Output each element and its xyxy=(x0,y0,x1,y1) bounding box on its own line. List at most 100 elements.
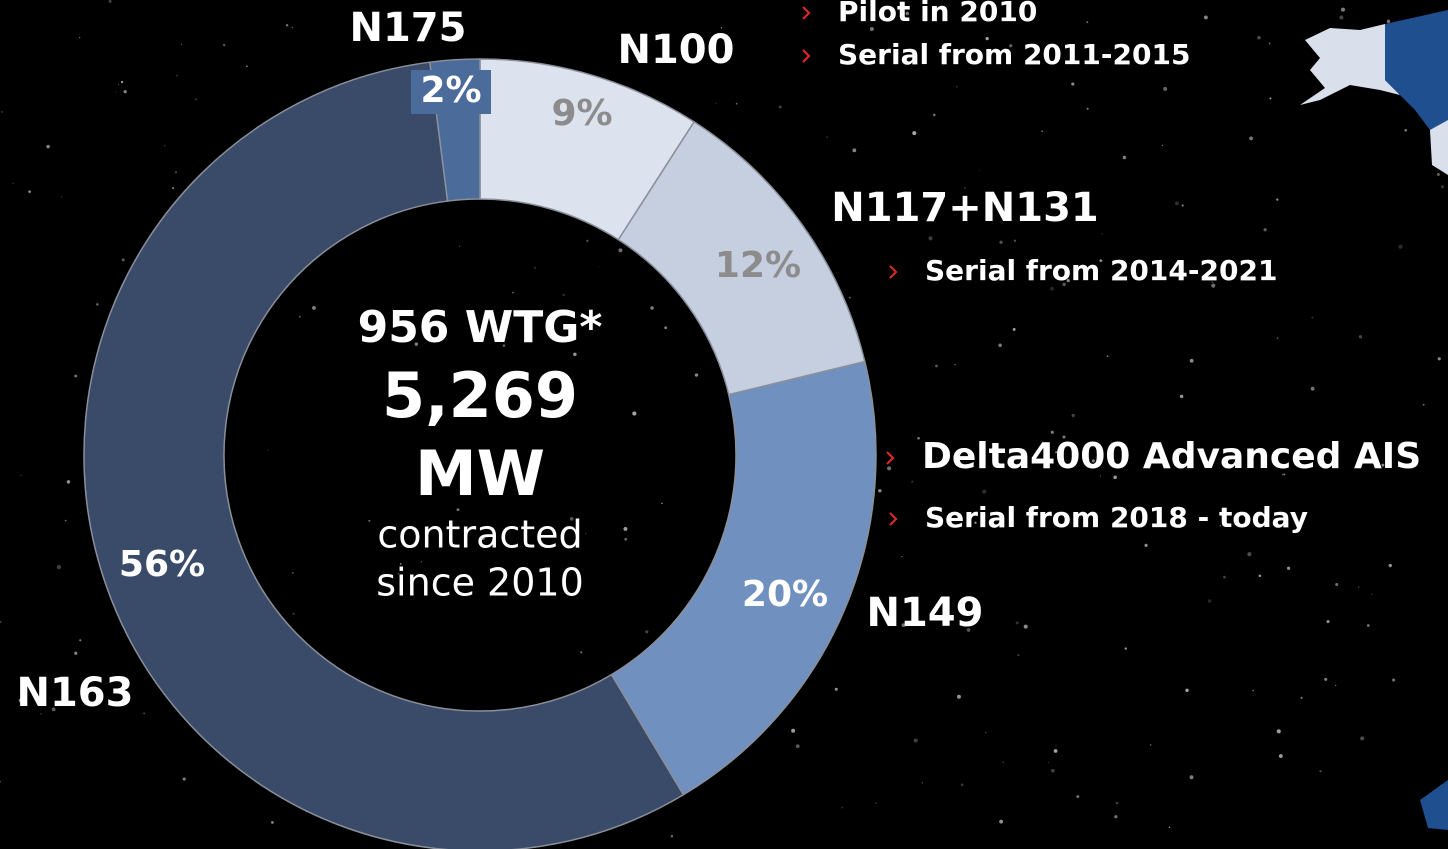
data-label: 9% xyxy=(551,93,612,134)
star xyxy=(456,508,460,512)
star xyxy=(194,98,198,101)
star xyxy=(1071,413,1075,418)
star xyxy=(534,266,537,269)
star xyxy=(245,65,248,68)
star xyxy=(458,245,461,247)
star xyxy=(66,480,71,484)
star xyxy=(580,651,583,654)
star xyxy=(562,293,565,297)
star xyxy=(1404,128,1408,132)
star xyxy=(966,628,971,632)
star xyxy=(957,694,961,699)
star xyxy=(715,102,717,105)
star xyxy=(632,411,637,416)
star xyxy=(913,738,918,743)
star xyxy=(720,27,723,29)
annotation: Pilot in 2010 xyxy=(838,0,1037,28)
star xyxy=(397,572,400,575)
star xyxy=(1340,7,1346,12)
star xyxy=(878,489,882,493)
star xyxy=(954,363,956,365)
annotation: Serial from 2018 - today xyxy=(925,501,1308,534)
star xyxy=(108,0,112,3)
star xyxy=(1017,654,1020,657)
star xyxy=(1144,543,1148,547)
star xyxy=(143,712,146,715)
star xyxy=(887,466,892,471)
star xyxy=(1388,563,1392,568)
star xyxy=(96,303,99,306)
star xyxy=(928,236,933,241)
map-alaska xyxy=(1300,24,1400,105)
star xyxy=(1334,684,1337,687)
star xyxy=(64,519,67,522)
star xyxy=(573,352,577,357)
star xyxy=(1009,44,1013,48)
star xyxy=(911,480,914,483)
star xyxy=(999,240,1003,244)
star xyxy=(414,342,419,346)
star xyxy=(852,148,857,153)
donut-segment xyxy=(83,61,685,849)
star xyxy=(1002,761,1005,764)
star xyxy=(1055,744,1057,746)
star xyxy=(1283,473,1286,476)
star xyxy=(960,783,964,787)
category-label: N100 xyxy=(618,27,735,73)
star xyxy=(664,326,668,330)
star xyxy=(1381,463,1385,467)
star xyxy=(40,713,42,715)
star xyxy=(1091,459,1095,463)
star xyxy=(502,344,506,347)
star xyxy=(12,182,14,184)
category-label: N117+N131 xyxy=(831,185,1098,231)
star xyxy=(0,620,2,623)
bullet-chevron xyxy=(889,512,898,526)
star xyxy=(1326,619,1330,624)
label-background xyxy=(411,70,491,114)
star xyxy=(1041,130,1043,132)
star xyxy=(1051,768,1055,773)
star xyxy=(848,296,851,299)
star xyxy=(982,489,987,494)
center-text: since 2010 xyxy=(376,561,584,605)
star xyxy=(480,536,485,541)
star xyxy=(598,266,600,268)
star xyxy=(1179,394,1184,399)
star xyxy=(1249,136,1253,141)
bullet-chevron xyxy=(802,6,811,20)
star xyxy=(1436,172,1440,176)
star xyxy=(312,306,316,310)
star xyxy=(1062,435,1066,439)
star xyxy=(694,373,699,377)
star xyxy=(1023,624,1028,629)
star xyxy=(1053,749,1058,753)
data-label: 2% xyxy=(420,70,481,111)
star xyxy=(875,802,877,804)
bullet-chevron xyxy=(802,49,811,63)
star xyxy=(1398,244,1403,249)
star xyxy=(1071,82,1075,86)
map-us xyxy=(1430,120,1448,175)
star xyxy=(1319,770,1322,773)
star xyxy=(1163,86,1168,91)
star xyxy=(1357,586,1360,588)
star xyxy=(512,291,514,294)
star xyxy=(174,171,178,174)
star xyxy=(650,306,654,310)
star xyxy=(0,110,4,114)
star xyxy=(1101,233,1103,235)
star xyxy=(1211,283,1216,288)
star xyxy=(1046,463,1049,466)
star xyxy=(894,611,897,614)
star xyxy=(182,777,186,781)
star xyxy=(1278,754,1283,759)
star xyxy=(1281,473,1284,476)
star xyxy=(1386,19,1391,24)
star xyxy=(735,102,738,105)
star xyxy=(1161,144,1163,146)
star xyxy=(1106,355,1109,358)
star xyxy=(271,821,274,824)
star xyxy=(661,502,663,505)
star xyxy=(1335,583,1339,587)
